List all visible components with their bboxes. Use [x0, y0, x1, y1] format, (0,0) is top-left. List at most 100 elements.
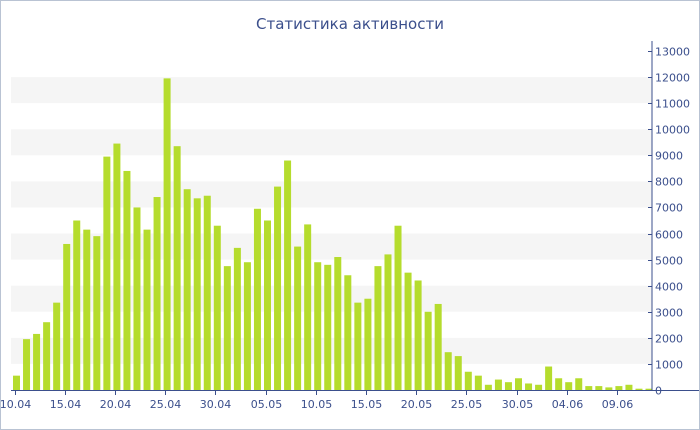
grid-band	[11, 129, 652, 156]
bar	[565, 382, 573, 390]
bar	[163, 78, 171, 390]
bar	[304, 224, 312, 390]
bar	[43, 322, 51, 390]
bar	[23, 339, 31, 390]
bar	[73, 220, 81, 390]
bar	[374, 266, 382, 390]
bar	[605, 387, 613, 390]
x-axis-ticks: 10.04 15.04 20.04 25.04 30.04 05.05 10.05 15.05…	[1, 390, 633, 411]
bar	[203, 195, 211, 390]
bar	[284, 160, 292, 390]
bar	[484, 384, 492, 390]
bar	[133, 207, 141, 390]
bar	[444, 352, 452, 390]
bar	[294, 246, 302, 390]
bar	[143, 229, 151, 390]
x-tick-label: 05.05	[251, 398, 283, 411]
grid-band	[11, 77, 652, 104]
x-tick-label: 25.04	[150, 398, 182, 411]
bar	[123, 170, 131, 390]
x-tick-label: 30.04	[200, 398, 232, 411]
bar	[33, 333, 41, 390]
x-tick-label: 15.04	[50, 398, 82, 411]
x-tick-label: 04.06	[552, 398, 584, 411]
y-tick-label: 8000	[655, 176, 683, 189]
bar-series	[13, 78, 653, 390]
bar	[424, 311, 432, 390]
bar	[364, 298, 372, 390]
bar	[525, 383, 533, 390]
y-tick-label: 13000	[655, 46, 690, 59]
bar	[535, 384, 543, 390]
bar	[153, 197, 161, 390]
bar	[274, 186, 282, 390]
bar	[545, 366, 553, 390]
bar	[454, 356, 462, 390]
y-tick-label: 7000	[655, 202, 683, 215]
bar	[173, 146, 181, 390]
bar	[253, 208, 261, 390]
x-tick-label: 09.06	[602, 398, 634, 411]
bar	[494, 379, 502, 390]
bar	[264, 220, 271, 390]
bar	[243, 262, 251, 390]
bar	[83, 229, 91, 390]
bar	[334, 257, 342, 390]
bar	[53, 302, 61, 390]
bar	[504, 382, 512, 390]
bar	[183, 189, 191, 390]
y-tick-label: 5000	[655, 255, 683, 268]
x-tick-label: 30.05	[502, 398, 534, 411]
y-axis-ticks: 0 1000 2000 3000 4000 5000 6000 7000 8000 9000 100…	[648, 46, 690, 398]
bar	[213, 225, 221, 390]
bar	[13, 375, 20, 390]
bar	[434, 303, 442, 390]
bar	[314, 262, 322, 390]
bar	[625, 384, 633, 390]
x-tick-label: 10.05	[301, 398, 333, 411]
bar	[474, 375, 482, 390]
chart-title: Статистика активности	[256, 15, 444, 33]
y-tick-label: 10000	[655, 124, 690, 137]
bar	[394, 225, 402, 390]
bar	[595, 386, 603, 390]
bar	[615, 386, 623, 390]
bar	[404, 272, 412, 390]
bar	[63, 243, 71, 390]
x-tick-label: 15.05	[351, 398, 383, 411]
bar	[464, 371, 472, 390]
bar	[585, 386, 593, 390]
x-tick-label: 20.05	[401, 398, 433, 411]
y-tick-label: 12000	[655, 72, 690, 85]
bar	[93, 236, 101, 390]
bar	[233, 247, 241, 390]
y-tick-label: 2000	[655, 333, 683, 346]
y-tick-label: 3000	[655, 307, 683, 320]
y-tick-label: 11000	[655, 98, 690, 111]
bar	[384, 254, 392, 390]
y-tick-label: 6000	[655, 229, 683, 242]
bar	[354, 302, 362, 390]
bar	[103, 156, 111, 390]
y-tick-label: 1000	[655, 359, 683, 372]
bar	[515, 378, 522, 390]
x-tick-label: 25.05	[451, 398, 483, 411]
axes	[11, 41, 699, 391]
bar	[414, 280, 422, 390]
bar	[113, 143, 121, 390]
bar	[555, 378, 563, 390]
y-tick-label: 0	[655, 385, 662, 398]
x-tick-label: 10.04	[1, 398, 31, 411]
bar	[645, 388, 653, 390]
y-tick-label: 4000	[655, 281, 683, 294]
bar	[635, 388, 643, 390]
bar	[324, 264, 332, 390]
bar	[344, 275, 352, 390]
bar	[223, 266, 231, 390]
bar	[575, 378, 583, 390]
bar	[193, 198, 201, 390]
y-tick-label: 9000	[655, 150, 683, 163]
x-tick-label: 20.04	[100, 398, 132, 411]
